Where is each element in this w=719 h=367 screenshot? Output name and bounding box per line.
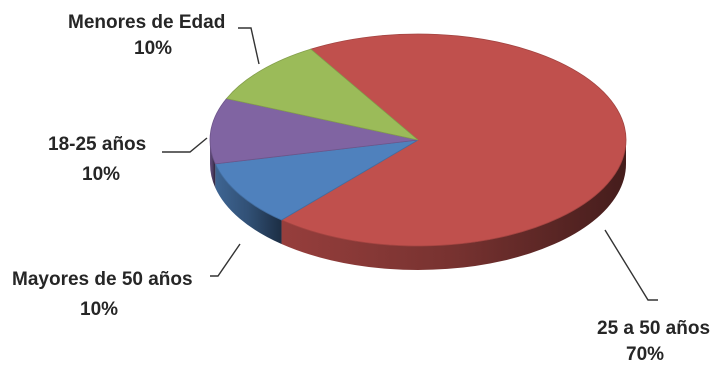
data-labels: 25 a 50 años 70% Menores de Edad 10% 18-25 a… <box>12 12 710 365</box>
pie-side-1 <box>281 140 626 270</box>
pie-slice-1[interactable] <box>280 33 627 247</box>
pie-slices <box>209 33 627 247</box>
slice-value-label-2: 10% <box>134 38 172 59</box>
pie-slice-2[interactable] <box>214 139 419 221</box>
slice-label-4: Mayores de 50 años <box>12 269 193 290</box>
pie-slice-4[interactable] <box>225 48 419 141</box>
slice-label-3: 18-25 años <box>48 134 146 155</box>
pie-slice-3[interactable] <box>209 98 419 165</box>
slice-value-label-3: 10% <box>82 164 120 185</box>
leader-line-1 <box>604 229 658 301</box>
slice-label-1: 25 a 50 años <box>597 318 710 339</box>
leader-line-4 <box>210 243 241 277</box>
pie-side-3 <box>210 140 216 188</box>
leader-line-3 <box>162 137 208 153</box>
slice-value-label-4: 10% <box>80 299 118 320</box>
slice-label-2: Menores de Edad <box>68 12 225 33</box>
slice-value-label-1: 70% <box>626 344 664 365</box>
pie-sides <box>210 140 626 270</box>
leader-line-2 <box>238 27 260 65</box>
pie-side-2 <box>215 163 282 244</box>
